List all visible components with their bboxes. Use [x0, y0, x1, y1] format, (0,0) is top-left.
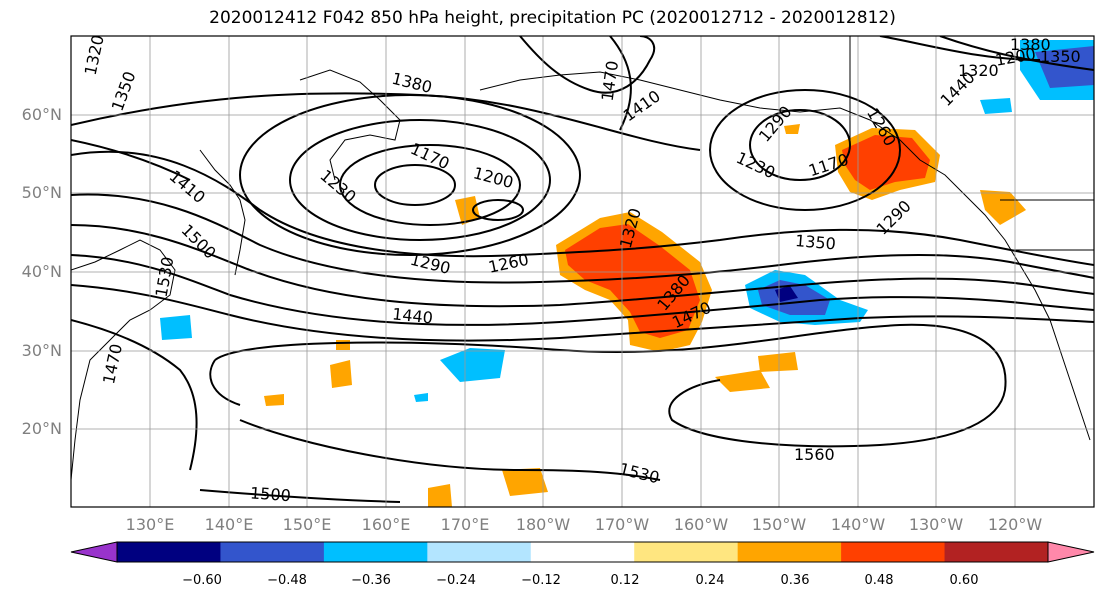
colorbar-segment-2 — [323, 542, 428, 562]
contour-label-1560: 1560 — [794, 445, 835, 464]
contour-label-1500-south: 1500 — [250, 483, 292, 505]
lat-label-20n: 20°N — [21, 419, 62, 438]
lon-label-160w: 160°W — [673, 515, 729, 534]
colorbar-tick-pos048: 0.48 — [864, 573, 894, 588]
colorbar-tick-neg036: −0.36 — [351, 573, 391, 588]
lat-label-40n: 40°N — [21, 262, 62, 281]
colorbar-segment-5 — [634, 542, 739, 562]
map-title: 2020012412 F042 850 hPa height, precipit… — [209, 8, 896, 28]
contour-label-1320-northeast: 1320 — [958, 61, 999, 80]
colorbar-extend-high — [1047, 541, 1095, 563]
colorbar-segment-4 — [530, 542, 635, 562]
lon-label-140w: 140°W — [830, 515, 886, 534]
contour-label-1440: 1440 — [391, 304, 433, 327]
colorbar-tick-pos036: 0.36 — [780, 573, 810, 588]
colorbar — [70, 541, 1095, 563]
lat-label-50n: 50°N — [21, 183, 62, 202]
lon-label-130e: 130°E — [125, 515, 175, 534]
height-contours — [71, 36, 1094, 503]
lon-label-170w: 170°W — [594, 515, 650, 534]
lon-label-160e: 160°E — [361, 515, 411, 534]
lat-label-60n: 60°N — [21, 105, 62, 124]
lon-label-120w: 120°W — [987, 515, 1043, 534]
contour-label-1350-northeast: 1350 — [1040, 47, 1081, 66]
lon-label-140e: 140°E — [204, 515, 254, 534]
colorbar-segment-6 — [737, 542, 842, 562]
lon-label-180w: 180°W — [515, 515, 571, 534]
lon-label-150w: 150°W — [751, 515, 807, 534]
map-frame — [70, 35, 1095, 508]
lat-label-30n: 30°N — [21, 341, 62, 360]
lon-label-170e: 170°E — [440, 515, 490, 534]
colorbar-segment-1 — [220, 542, 325, 562]
colorbar-tick-neg024: −0.24 — [436, 573, 476, 588]
coastlines — [71, 36, 1094, 481]
colorbar-tick-pos024: 0.24 — [695, 573, 725, 588]
colorbar-segments — [117, 542, 1049, 562]
colorbar-segment-7 — [841, 542, 946, 562]
colorbar-extend-low — [70, 541, 118, 563]
colorbar-segment-0 — [117, 542, 221, 562]
colorbar-segment-8 — [944, 542, 1049, 562]
colorbar-tick-neg048: −0.48 — [267, 573, 307, 588]
colorbar-segment-3 — [427, 542, 532, 562]
colorbar-tick-pos012: 0.12 — [610, 573, 640, 588]
lon-label-150e: 150°E — [282, 515, 332, 534]
lon-label-130w: 130°W — [908, 515, 964, 534]
colorbar-tick-neg060: −0.60 — [182, 573, 222, 588]
graticule — [71, 36, 1094, 507]
colorbar-frame — [116, 541, 1049, 563]
contour-label-1380-northeast: 1380 — [1010, 35, 1051, 54]
colorbar-tick-neg012: −0.12 — [521, 573, 561, 588]
colorbar-tick-pos060: 0.60 — [949, 573, 979, 588]
contour-label-1350-east: 1350 — [794, 231, 836, 253]
